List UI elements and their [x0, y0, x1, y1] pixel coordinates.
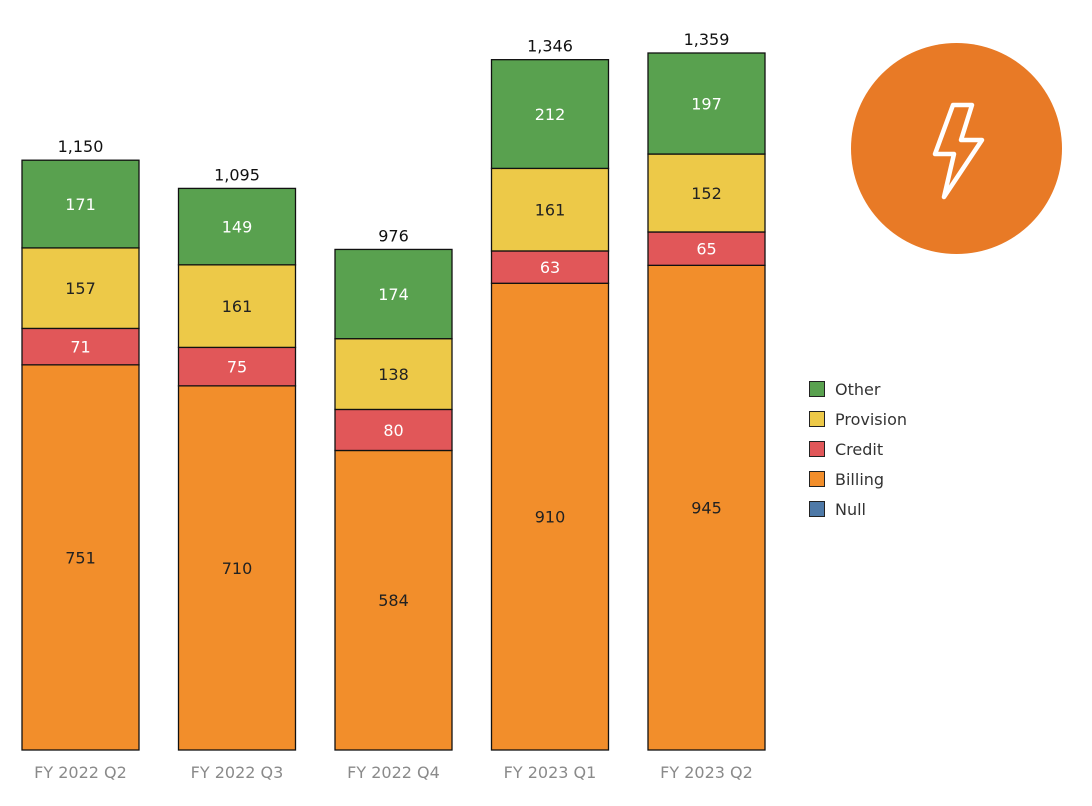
- category-label: FY 2022 Q3: [191, 763, 284, 782]
- data-label-credit: 63: [540, 258, 560, 277]
- data-label-credit: 75: [227, 358, 247, 377]
- legend-label: Provision: [835, 409, 908, 429]
- data-label-other: 212: [535, 105, 566, 124]
- bar-segment-other: [334, 248, 453, 340]
- chart-legend: Other Provision Credit Billing Null: [809, 374, 907, 524]
- bar-segment-provision: [21, 247, 140, 330]
- bar-segment-billing: [647, 264, 766, 751]
- data-label-billing: 751: [65, 548, 96, 567]
- bar-segment-billing: [21, 364, 140, 751]
- bar-segment-credit: [334, 408, 453, 452]
- bar-segment-provision: [647, 153, 766, 233]
- data-label-provision: 161: [222, 297, 253, 316]
- legend-item-billing[interactable]: Billing: [809, 464, 907, 494]
- legend-item-provision[interactable]: Provision: [809, 404, 907, 434]
- data-label-provision: 157: [65, 279, 96, 298]
- lightning-badge: [851, 43, 1062, 254]
- bar-segment-billing: [177, 385, 297, 751]
- data-label-credit: 80: [383, 421, 403, 440]
- badge-circle: [851, 43, 1062, 254]
- category-label: FY 2023 Q1: [504, 763, 597, 782]
- bar-segment-provision: [490, 167, 610, 252]
- bar-segment-billing: [334, 449, 453, 751]
- data-label-provision: 152: [691, 184, 722, 203]
- total-label: 1,095: [214, 165, 260, 184]
- bar-segment-provision: [334, 338, 453, 411]
- legend-label: Other: [835, 379, 881, 399]
- data-label-other: 149: [222, 218, 253, 237]
- total-label: 1,150: [58, 137, 104, 156]
- legend-swatch: [809, 411, 825, 427]
- data-label-other: 174: [378, 285, 409, 304]
- total-label: 1,359: [684, 30, 730, 49]
- bar-segment-billing: [490, 282, 610, 751]
- data-label-billing: 945: [691, 499, 722, 518]
- data-label-provision: 138: [378, 365, 409, 384]
- bar-segment-other: [647, 52, 766, 155]
- legend-swatch: [809, 381, 825, 397]
- total-label: 976: [378, 226, 409, 245]
- legend-label: Null: [835, 499, 866, 519]
- data-label-billing: 910: [535, 508, 566, 527]
- data-label-other: 171: [65, 195, 96, 214]
- legend-label: Credit: [835, 439, 884, 459]
- bar-segment-credit: [21, 327, 140, 366]
- data-label-billing: 710: [222, 559, 253, 578]
- category-label: FY 2022 Q4: [347, 763, 440, 782]
- legend-item-credit[interactable]: Credit: [809, 434, 907, 464]
- legend-swatch: [809, 471, 825, 487]
- legend-item-other[interactable]: Other: [809, 374, 907, 404]
- legend-label: Billing: [835, 469, 885, 489]
- total-label: 1,346: [527, 37, 573, 56]
- bar-segment-provision: [177, 264, 297, 349]
- legend-item-null[interactable]: Null: [809, 494, 907, 524]
- category-label: FY 2022 Q2: [34, 763, 127, 782]
- bar-segment-other: [177, 187, 297, 266]
- legend-swatch: [809, 501, 825, 517]
- data-label-credit: 65: [696, 240, 716, 259]
- data-label-provision: 161: [535, 201, 566, 220]
- bar-segment-other: [21, 159, 140, 249]
- category-label: FY 2023 Q2: [660, 763, 753, 782]
- data-label-other: 197: [691, 95, 722, 114]
- lightning-bolt-icon: [932, 102, 985, 200]
- data-label-billing: 584: [378, 591, 409, 610]
- data-label-credit: 71: [70, 338, 90, 357]
- bar-segment-other: [490, 59, 610, 170]
- legend-swatch: [809, 441, 825, 457]
- bar-segment-credit: [177, 346, 297, 387]
